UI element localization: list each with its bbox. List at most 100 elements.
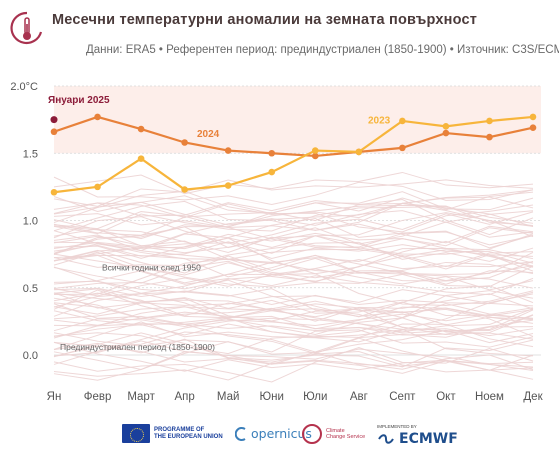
background-year-line (53, 198, 534, 236)
background-year-line (53, 213, 534, 248)
series-point-2024 (268, 149, 276, 157)
background-year-line (53, 241, 534, 275)
y-tick-label: 1.0 (23, 216, 38, 228)
background-year-line (53, 227, 534, 257)
background-year-line (53, 289, 534, 307)
background-year-line (53, 202, 534, 233)
series-point-2023 (268, 168, 276, 176)
background-year-line (53, 179, 534, 207)
y-tick-label: 2.0°C (10, 81, 38, 93)
background-year-line (53, 288, 534, 319)
chart-header: Месечни температурни аномалии на земната… (0, 0, 559, 70)
thermometer-logo-icon (10, 11, 43, 45)
partner-logos: PROGRAMME OF THE EUROPEAN UNION opernicu… (0, 418, 559, 467)
x-tick-label: Ноем (475, 391, 504, 403)
label-jan-2025: Януари 2025 (48, 95, 110, 106)
background-year-line (53, 205, 534, 235)
series-point-2024 (137, 125, 145, 133)
background-year-line (53, 200, 534, 244)
y-tick-label: 0.5 (23, 283, 38, 295)
temperature-anomaly-chart: 0.0 0.5 1.0 1.5 2.0°C Януари 2025 2024 2023 Всич… (10, 81, 543, 403)
label-2023: 2023 (368, 116, 391, 127)
y-tick-label: 0.0 (23, 350, 38, 362)
background-year-line (53, 293, 534, 339)
series-point-2024 (94, 113, 101, 121)
background-year-line (53, 293, 534, 322)
background-year-line (53, 321, 534, 350)
background-year-line (53, 253, 534, 288)
label-2024: 2024 (197, 129, 220, 140)
series-point-2024 (486, 133, 493, 141)
c3s-label-line1: Climate (326, 427, 345, 434)
ecmwf-swirl-icon (378, 434, 394, 444)
x-tick-label: Септ (389, 391, 416, 403)
series-point-2024 (50, 128, 58, 136)
eu-programme-logo: PROGRAMME OF THE EUROPEAN UNION (122, 424, 223, 443)
x-tick-label: Май (217, 391, 240, 403)
series-point-2023 (399, 117, 406, 125)
ecmwf-wordmark: ECMWF (399, 431, 458, 447)
background-year-line (53, 212, 534, 250)
series-point-2023 (50, 188, 58, 196)
series-line-2024 (53, 115, 534, 158)
background-year-line (53, 254, 534, 289)
c3s-circle-icon (302, 424, 322, 444)
label-all-years: Всички години след 1950 (102, 262, 201, 272)
series-point-2023 (442, 123, 450, 130)
background-year-line (53, 270, 534, 306)
background-year-line (53, 210, 534, 249)
background-year-line (53, 171, 534, 195)
copernicus-c-icon (235, 427, 246, 441)
series-point-2023 (181, 186, 188, 193)
background-year-line (53, 221, 534, 254)
series-point-2024 (311, 152, 319, 160)
background-year-line (53, 279, 534, 318)
background-year-line (53, 226, 534, 270)
ecmwf-logo: ECMWF (377, 431, 458, 447)
series-point-2024 (181, 139, 188, 146)
background-year-line (53, 317, 534, 365)
background-year-line (53, 260, 534, 284)
background-year-line (53, 189, 534, 236)
background-year-line (53, 292, 534, 336)
background-year-line (53, 234, 534, 268)
background-year-line (53, 292, 534, 335)
x-tick-label: Юли (303, 391, 327, 403)
c3s-logo: Climate Change Service (302, 424, 365, 444)
background-year-line (53, 338, 534, 368)
copernicus-logo: opernicus (235, 426, 312, 442)
eu-flag-icon (122, 424, 150, 443)
background-year-line (53, 341, 534, 381)
x-tick-label: Февр (84, 391, 112, 403)
implemented-by-label: IMPLEMENTED BY (377, 424, 417, 429)
c3s-label-line2: Change Service (326, 434, 366, 440)
background-year-line (53, 191, 534, 214)
series-point-2023 (94, 183, 101, 191)
background-year-line (53, 317, 534, 348)
x-tick-label: Авг (350, 391, 368, 403)
series-point-2023 (224, 182, 232, 189)
background-year-line (53, 241, 534, 268)
y-tick-label: 1.5 (23, 148, 38, 160)
series-point-2023 (486, 117, 493, 125)
background-year-line (53, 329, 534, 353)
copernicus-wordmark: opernicus (251, 425, 312, 441)
point-jan-2025 (50, 116, 58, 124)
x-tick-label: Март (127, 391, 155, 403)
background-year-line (53, 258, 534, 295)
series-point-2023 (311, 147, 319, 154)
x-tick-label: Юни (260, 391, 284, 403)
series-point-2024 (224, 147, 232, 154)
series-point-2023 (355, 148, 363, 156)
background-year-line (53, 306, 534, 335)
label-preindustrial: Прединдустриален период (1850-1900) (60, 342, 215, 352)
background-year-line (53, 261, 534, 294)
series-point-2024 (529, 124, 537, 131)
x-tick-label: Ян (47, 391, 62, 403)
series-point-2024 (442, 129, 450, 137)
x-tick-label: Дек (523, 391, 543, 403)
series-point-2023 (137, 155, 145, 162)
paris-band (54, 86, 541, 154)
background-year-line (53, 249, 534, 282)
series-line-2023 (53, 115, 534, 194)
